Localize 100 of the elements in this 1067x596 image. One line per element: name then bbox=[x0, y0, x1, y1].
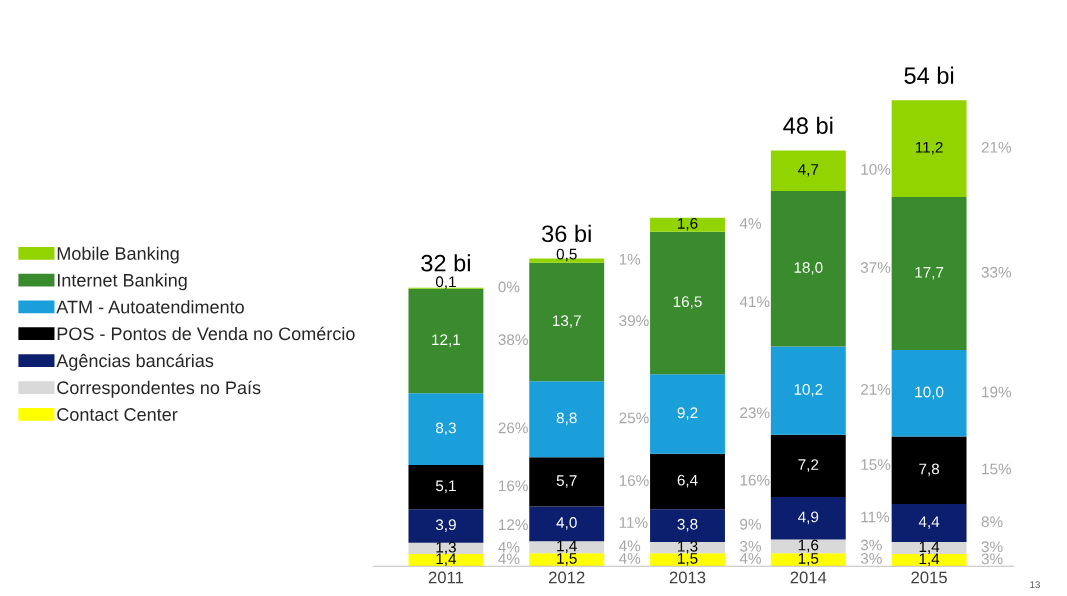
annotation: 21% bbox=[861, 383, 891, 395]
data-label: 4,9 bbox=[798, 511, 819, 525]
annotation: 11% bbox=[619, 517, 648, 528]
data-label: 1,6 bbox=[678, 218, 698, 231]
total-label: 32 bi bbox=[421, 254, 470, 272]
bar bbox=[891, 541, 967, 555]
data-label: 5,7 bbox=[556, 475, 577, 488]
x-tick-label: 2014 bbox=[790, 571, 827, 584]
data-label: 11,2 bbox=[915, 141, 943, 155]
data-label: 0,1 bbox=[435, 276, 456, 289]
data-label: 1,4 bbox=[919, 553, 940, 567]
data-label: 1,4 bbox=[919, 541, 940, 554]
annotation: 26% bbox=[498, 422, 528, 434]
bar bbox=[650, 374, 725, 454]
data-label: 18,0 bbox=[794, 262, 823, 275]
bar bbox=[529, 457, 605, 507]
data-label: 16,5 bbox=[673, 296, 702, 309]
x-tick-label: 2012 bbox=[549, 571, 585, 584]
annotation: 21% bbox=[981, 141, 1012, 153]
data-label: 7,2 bbox=[798, 459, 819, 472]
annotation: 19% bbox=[982, 386, 1012, 398]
bar bbox=[891, 554, 967, 567]
bar bbox=[529, 262, 605, 382]
x-tick-label: 2011 bbox=[428, 571, 464, 584]
annotation: 4% bbox=[619, 553, 641, 564]
data-label: 5,1 bbox=[435, 480, 456, 493]
bar bbox=[770, 191, 846, 347]
bar bbox=[891, 197, 967, 351]
data-label: 1,6 bbox=[798, 539, 819, 553]
x-tick-label: 2015 bbox=[911, 571, 947, 584]
annotation: 4% bbox=[739, 218, 761, 229]
annotation: 25% bbox=[619, 412, 649, 424]
annotation: 4% bbox=[498, 541, 520, 553]
annotation: 4% bbox=[619, 540, 641, 552]
bar bbox=[408, 509, 484, 543]
x-tick-label: 2013 bbox=[669, 571, 706, 584]
bar bbox=[891, 350, 967, 437]
total-label: 54 bi bbox=[904, 66, 954, 84]
bar bbox=[650, 453, 725, 510]
annotation: 37% bbox=[860, 262, 891, 273]
data-label: 1,5 bbox=[678, 553, 698, 566]
data-label: 1,5 bbox=[557, 553, 577, 566]
bar bbox=[891, 503, 967, 542]
annotation: 8% bbox=[981, 516, 1003, 528]
bar bbox=[650, 541, 725, 554]
bar bbox=[408, 393, 484, 466]
annotation: 0% bbox=[498, 281, 520, 293]
legend-label: Correspondentes no País bbox=[57, 380, 261, 398]
annotation: 3% bbox=[981, 553, 1003, 565]
annotation: 16% bbox=[740, 474, 770, 486]
total-label: 36 bi bbox=[542, 224, 591, 243]
data-label: 3,8 bbox=[677, 518, 698, 532]
bar bbox=[770, 539, 846, 554]
data-label: 6,4 bbox=[677, 474, 698, 488]
bar bbox=[650, 509, 725, 542]
annotation: 4% bbox=[739, 553, 761, 564]
annotation: 15% bbox=[982, 463, 1012, 475]
data-label: 1,3 bbox=[436, 541, 456, 555]
data-label: 1,4 bbox=[436, 553, 457, 567]
data-label: 1,5 bbox=[798, 553, 819, 566]
data-label: 12,1 bbox=[432, 334, 461, 347]
data-label: 4,0 bbox=[556, 517, 577, 530]
bar bbox=[770, 497, 846, 540]
bar bbox=[408, 288, 484, 394]
legend-label: Contact Center bbox=[57, 408, 178, 421]
bar bbox=[770, 434, 846, 498]
data-label: 8,8 bbox=[556, 412, 577, 426]
data-label: 3,9 bbox=[435, 519, 456, 532]
data-label: 13,7 bbox=[553, 315, 581, 328]
annotation: 15% bbox=[861, 459, 891, 471]
annotation: 39% bbox=[619, 315, 649, 327]
bar bbox=[529, 506, 605, 542]
data-label: 1,3 bbox=[678, 540, 698, 554]
data-label: 10,2 bbox=[794, 383, 823, 397]
bar bbox=[529, 381, 605, 458]
legend-label: Internet Banking bbox=[57, 273, 187, 291]
data-label: 9,2 bbox=[677, 407, 698, 420]
annotation: 33% bbox=[981, 266, 1012, 278]
bar bbox=[529, 553, 605, 567]
data-label: 1,4 bbox=[557, 540, 577, 554]
bar bbox=[650, 231, 725, 375]
legend-label: Agências bancárias bbox=[56, 353, 214, 371]
text: 13 bbox=[1030, 581, 1040, 589]
annotation: 3% bbox=[860, 553, 882, 564]
total-label: 48 bi bbox=[783, 116, 833, 135]
bar bbox=[770, 553, 846, 567]
data-label: 0,5 bbox=[556, 248, 577, 262]
bar bbox=[408, 465, 484, 510]
data-label: 8,3 bbox=[435, 422, 456, 436]
legend-label: Mobile Banking bbox=[57, 246, 179, 264]
annotation: 41% bbox=[739, 296, 770, 307]
data-label: 4,4 bbox=[918, 516, 940, 529]
bar bbox=[529, 541, 605, 554]
annotation: 23% bbox=[740, 407, 770, 419]
data-label: 7,8 bbox=[919, 463, 940, 477]
annotation: 16% bbox=[619, 475, 649, 487]
legend-label: ATM - Autoatendimento bbox=[56, 300, 244, 314]
annotation: 12% bbox=[499, 519, 528, 531]
legend-label: POS - Pontos de Venda no Comércio bbox=[57, 326, 355, 341]
bar bbox=[891, 100, 967, 198]
